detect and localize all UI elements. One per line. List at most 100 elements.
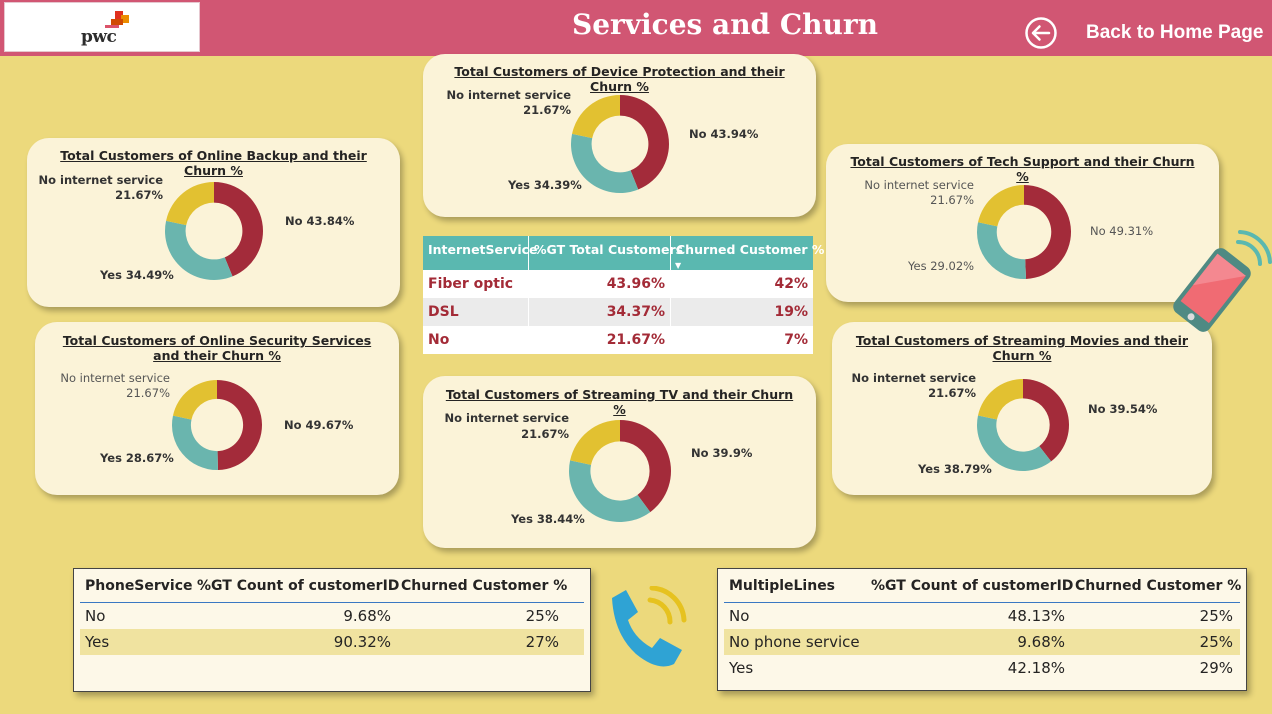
device-protection-yes-label: Yes 34.39% — [508, 178, 582, 192]
page-title: Services and Churn — [571, 8, 878, 41]
phone-cell: 9.68% — [343, 607, 391, 625]
internet-cell: DSL — [423, 298, 529, 326]
internet-col-service[interactable]: InternetService — [423, 236, 538, 270]
slice-no[interactable] — [217, 380, 262, 470]
slice-yes[interactable] — [172, 415, 218, 470]
streaming-tv-title: Total Customers of Streaming TV and thei… — [445, 387, 794, 417]
multiline-cell: 9.68% — [1017, 633, 1065, 651]
slice-yes[interactable] — [571, 133, 639, 193]
slice-yes[interactable] — [977, 222, 1027, 279]
back-arrow-icon[interactable] — [1024, 16, 1058, 50]
online-security-no-label: No 49.67% — [284, 418, 354, 432]
phone-cell: 27% — [525, 633, 559, 651]
multiline-cell: 25% — [1199, 607, 1233, 625]
device-protection-no-internet-label: No internet service — [446, 88, 571, 102]
multiple-lines-table: MultipleLines %GT Count of customerID Ch… — [717, 568, 1247, 691]
tech-support-yes-label: Yes 29.02% — [908, 259, 975, 273]
slice-no-internet[interactable] — [978, 185, 1024, 227]
streaming-tv-card: Total Customers of Streaming TV and thei… — [423, 376, 816, 548]
header-bar: pwc Services and Churn Back to Home Page — [0, 0, 1272, 56]
internet-col-churn[interactable]: Churned Customer % ▼ — [671, 236, 824, 270]
table-row: Yes 42.18% 29% — [724, 655, 1240, 681]
phone-col-gt[interactable]: %GT Count of customerID — [197, 577, 400, 594]
back-to-home-label[interactable]: Back to Home Page — [1086, 22, 1264, 43]
device-protection-card: Total Customers of Device Protection and… — [423, 54, 816, 217]
phone-service-table: PhoneService %GT Count of customerID Chu… — [73, 568, 591, 692]
slice-no-internet[interactable] — [172, 380, 217, 420]
phone-col-churn[interactable]: Churned Customer % — [401, 577, 568, 594]
multiline-cell: 29% — [1199, 659, 1233, 677]
slice-no[interactable] — [214, 182, 263, 277]
tech-support-no-internet-label: No internet service — [864, 178, 974, 192]
pwc-logo-icon — [105, 11, 129, 28]
online-backup-no-internet-label: No internet service — [38, 173, 163, 187]
multiline-cell: No phone service — [729, 633, 860, 651]
streaming-movies-no-internet-pct: 21.67% — [928, 386, 976, 400]
slice-no-internet[interactable] — [572, 95, 620, 139]
multiline-col-lines[interactable]: MultipleLines — [729, 577, 836, 594]
online-backup-title: Total Customers of Online Backup and the… — [60, 148, 367, 178]
phone-cell: No — [85, 607, 106, 625]
device-protection-no-label: No 43.94% — [689, 127, 759, 141]
slice-yes[interactable] — [977, 415, 1052, 471]
internet-cell: Fiber optic — [423, 270, 529, 298]
phone-handset-icon — [612, 586, 687, 667]
streaming-movies-title: Total Customers of Streaming Movies and … — [855, 333, 1189, 363]
online-backup-no-label: No 43.84% — [285, 214, 355, 228]
back-to-home-button[interactable]: Back to Home Page — [1024, 14, 1264, 52]
logo-text: pwc — [81, 27, 117, 47]
sort-desc-icon[interactable]: ▼ — [675, 261, 682, 270]
slice-no[interactable] — [1024, 185, 1071, 279]
slice-no-internet[interactable] — [570, 420, 620, 465]
slice-no[interactable] — [620, 420, 671, 513]
multiline-col-gt[interactable]: %GT Count of customerID — [871, 577, 1074, 594]
table-row: No 21.67% 7% — [423, 326, 813, 354]
internet-cell: 21.67% — [529, 326, 671, 354]
streaming-tv-no-label: No 39.9% — [691, 446, 753, 460]
internet-cell: No — [423, 326, 529, 354]
table-row: Fiber optic 43.96% 42% — [423, 270, 813, 298]
online-security-no-internet-pct: 21.67% — [126, 386, 170, 400]
streaming-movies-no-internet-label: No internet service — [851, 371, 976, 385]
slice-yes[interactable] — [569, 460, 651, 522]
multiline-table-header: MultipleLines %GT Count of customerID Ch… — [724, 569, 1242, 603]
online-backup-no-internet-pct: 21.67% — [115, 188, 163, 202]
streaming-tv-no-internet-label: No internet service — [444, 411, 569, 425]
multiline-cell: Yes — [729, 659, 754, 677]
table-row: Yes 90.32% 27% — [80, 629, 584, 655]
mobile-phone-icon — [1173, 230, 1272, 332]
slice-no[interactable] — [1023, 379, 1069, 462]
phone-col-service[interactable]: PhoneService — [85, 577, 193, 594]
device-protection-title: Total Customers of Device Protection and… — [454, 64, 785, 94]
slice-no[interactable] — [620, 95, 669, 190]
slice-yes[interactable] — [165, 220, 233, 280]
multiline-cell: 25% — [1199, 633, 1233, 651]
multiline-cell: 42.18% — [1007, 659, 1065, 677]
tech-support-no-label: No 49.31% — [1090, 224, 1154, 238]
internet-col-churn-label: Churned Customer % — [676, 242, 825, 257]
streaming-tv-yes-label: Yes 38.44% — [511, 512, 585, 526]
phone-cell: 25% — [525, 607, 559, 625]
online-security-title: Total Customers of Online Security Servi… — [62, 333, 372, 363]
streaming-tv-no-internet-pct: 21.67% — [521, 427, 569, 441]
device-protection-no-internet-pct: 21.67% — [523, 103, 571, 117]
tech-support-title: Total Customers of Tech Support and thei… — [850, 154, 1195, 184]
internet-table-header: InternetService %GT Total Customers Chur… — [423, 236, 824, 270]
pwc-logo: pwc — [4, 2, 200, 52]
internet-cell: 42% — [774, 276, 808, 292]
streaming-tv-donut — [569, 420, 671, 522]
online-security-yes-label: Yes 28.67% — [100, 451, 174, 465]
online-backup-yes-label: Yes 34.49% — [100, 268, 174, 282]
multiline-col-churn[interactable]: Churned Customer % — [1075, 577, 1242, 594]
internet-cell: 43.96% — [529, 270, 671, 298]
internet-cell: 7% — [784, 332, 808, 348]
phone-table-header: PhoneService %GT Count of customerID Chu… — [80, 569, 584, 603]
slice-no-internet[interactable] — [978, 379, 1023, 420]
tech-support-card: Total Customers of Tech Support and thei… — [826, 144, 1219, 302]
slice-no-internet[interactable] — [166, 182, 214, 226]
multiline-cell: 48.13% — [1007, 607, 1065, 625]
multiline-cell: No — [729, 607, 750, 625]
internet-cell: 34.37% — [529, 298, 671, 326]
internet-col-gt[interactable]: %GT Total Customers — [529, 236, 683, 270]
online-security-no-internet-label: No internet service — [60, 371, 170, 385]
